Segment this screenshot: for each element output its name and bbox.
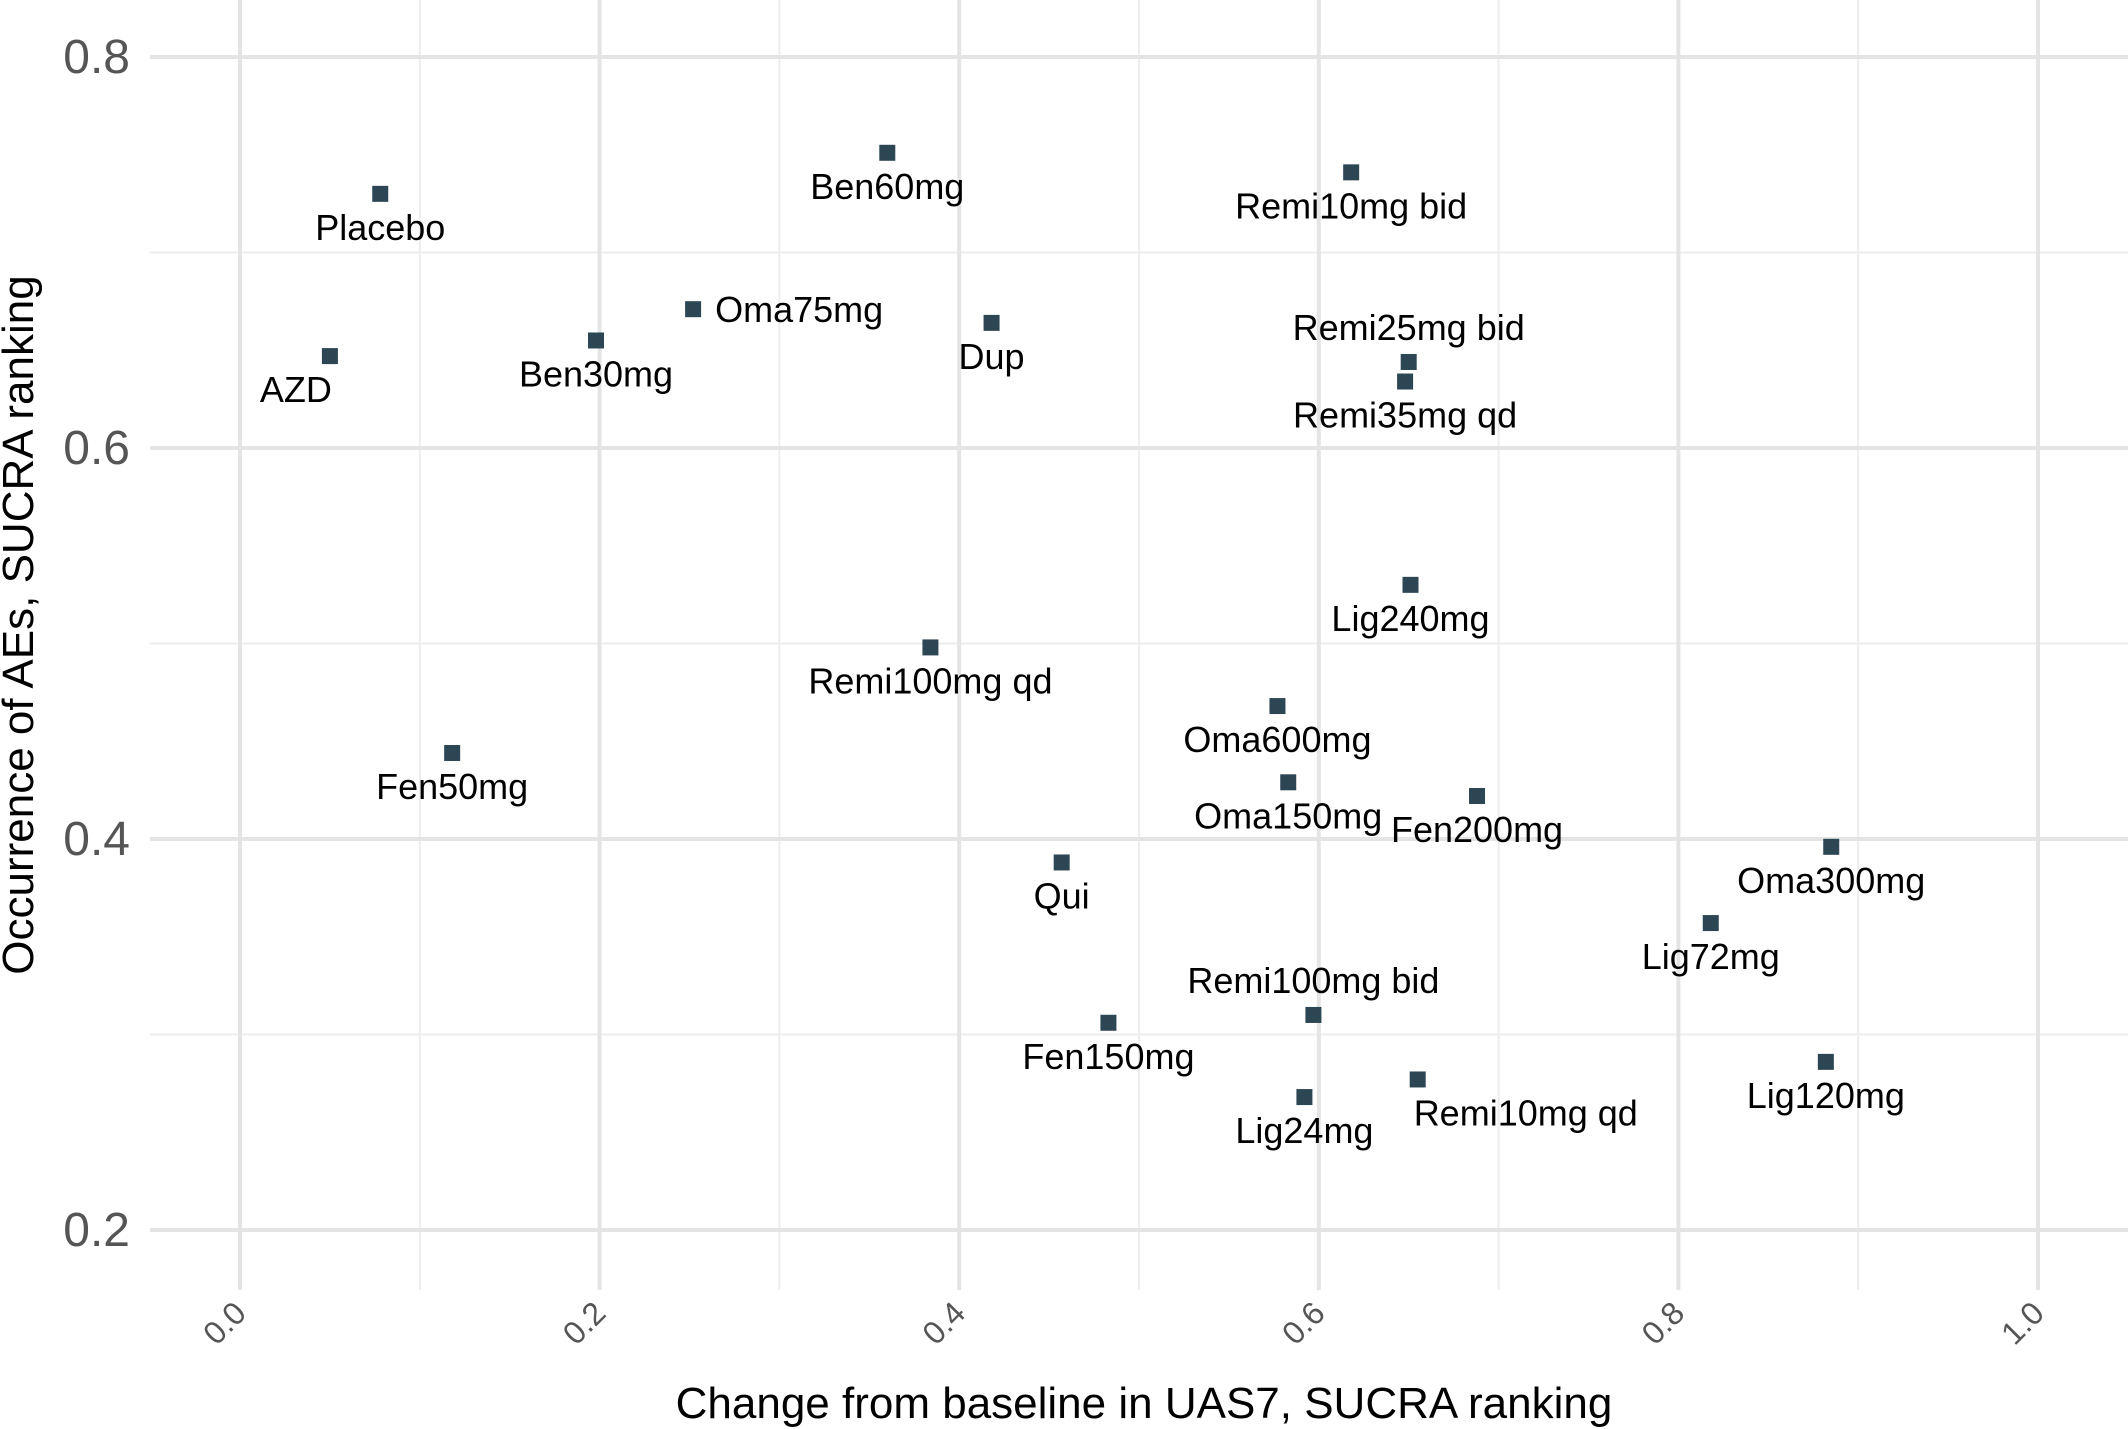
point-label: Fen200mg [1391,809,1563,850]
data-point [1402,576,1419,593]
x-tick-label: 0.0 [196,1294,253,1351]
data-point [922,639,939,656]
point-label: Oma150mg [1194,795,1382,836]
data-point [1400,353,1417,370]
y-axis-title: Occurrence of AEs, SUCRA ranking [0,275,43,974]
point-label: Oma300mg [1737,860,1925,901]
data-point [1397,373,1414,390]
y-tick-label: 0.6 [63,422,130,475]
data-point [685,301,702,318]
point-label: Dup [959,336,1025,377]
data-point [1280,774,1297,791]
data-point [1305,1006,1322,1023]
data-point [1053,854,1070,871]
data-point [879,144,896,161]
data-point [444,744,461,761]
data-point [588,332,605,349]
data-point [983,314,1000,331]
x-axis-tick-labels: 0.0 0.2 0.4 0.6 0.8 1.0 [196,1294,2051,1351]
point-label: Lig240mg [1331,598,1489,639]
point-labels: Placebo AZD Ben30mg Oma75mg Ben60mg Dup Remi10… [260,166,1925,1151]
x-tick-label: 0.4 [915,1294,972,1351]
data-point [372,185,389,202]
point-label: Remi10mg qd [1414,1092,1638,1133]
point-label: Remi25mg bid [1293,307,1525,348]
point-label: Remi10mg bid [1235,185,1467,226]
x-tick-label: 0.8 [1634,1294,1691,1351]
point-label: Lig24mg [1235,1110,1373,1151]
point-label: Oma600mg [1183,719,1371,760]
point-label: Remi35mg qd [1293,395,1517,436]
point-label: Remi100mg qd [808,660,1052,701]
data-point [1100,1014,1117,1031]
point-label: Lig120mg [1747,1075,1905,1116]
y-tick-label: 0.2 [63,1204,130,1257]
point-label: AZD [260,369,332,410]
data-point [1823,838,1840,855]
data-point [1817,1053,1834,1070]
point-label: Remi100mg bid [1187,960,1439,1001]
x-axis-title: Change from baseline in UAS7, SUCRA rank… [676,1379,1613,1428]
x-tick-label: 0.6 [1275,1294,1332,1351]
data-point [1469,787,1486,804]
point-label: Fen150mg [1022,1036,1194,1077]
data-point [1269,698,1286,715]
point-label: Placebo [315,207,445,248]
data-point [1409,1071,1426,1088]
point-label: Ben60mg [810,166,964,207]
x-tick-label: 1.0 [1994,1294,2051,1351]
y-tick-label: 0.4 [63,813,130,866]
data-point [1296,1089,1313,1106]
point-label: Oma75mg [715,289,883,330]
data-point [1343,164,1360,181]
y-tick-label: 0.8 [63,31,130,84]
data-point [321,348,338,365]
x-tick-label: 0.2 [556,1294,613,1351]
point-label: Qui [1034,875,1090,916]
y-axis-tick-labels: 0.2 0.4 0.6 0.8 [63,31,130,1257]
minor-gridlines [150,0,2128,1290]
data-point [1702,915,1719,932]
point-label: Fen50mg [376,766,528,807]
point-label: Lig72mg [1642,936,1780,977]
point-label: Ben30mg [519,353,673,394]
major-gridlines [150,0,2128,1290]
data-points [321,144,1840,1106]
